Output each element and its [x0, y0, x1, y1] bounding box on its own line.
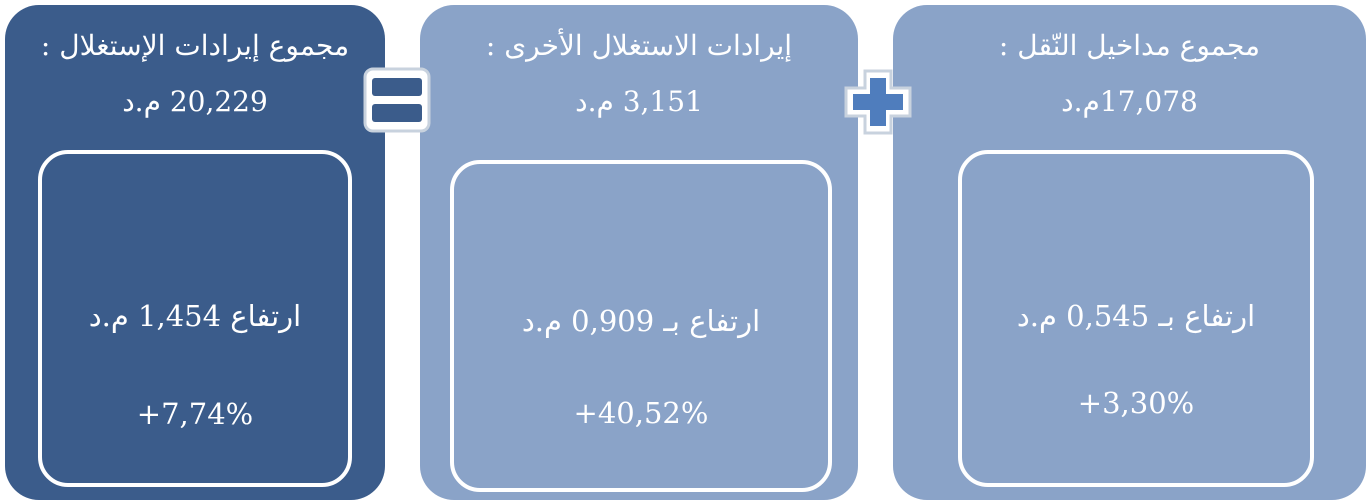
- transport-card: مجموع مداخيل النّقل : 17,078م.د ارتفاع ب…: [893, 5, 1366, 500]
- detail-box: ارتفاع بـ 0,909 م.د +40,52%: [450, 160, 832, 492]
- total-card: مجموع إيرادات الإستغلال : 20,229 م.د ارت…: [5, 5, 385, 500]
- other-revenue-card: إيرادات الاستغلال الأخرى : 3,151 م.د ارت…: [420, 5, 858, 500]
- percent-text: +3,30%: [1077, 386, 1195, 420]
- card-title: مجموع إيرادات الإستغلال :: [40, 29, 350, 62]
- change-text: ارتفاع بـ 0,909 م.د: [521, 304, 761, 338]
- percent-text: +7,74%: [136, 397, 254, 431]
- card-amount: 20,229 م.د: [122, 85, 268, 118]
- card-title: مجموع مداخيل النّقل :: [998, 29, 1261, 62]
- equals-sign: [363, 67, 431, 133]
- change-text: ارتفاع 1,454 م.د: [88, 299, 302, 333]
- detail-box: ارتفاع 1,454 م.د +7,74%: [38, 150, 352, 487]
- plus-sign: [844, 69, 912, 135]
- percent-text: +40,52%: [573, 396, 709, 430]
- detail-box: ارتفاع بـ 0,545 م.د +3,30%: [958, 150, 1314, 487]
- card-amount: 3,151 م.د: [575, 85, 703, 118]
- card-amount: 17,078م.د: [1061, 85, 1198, 118]
- change-text: ارتفاع بـ 0,545 م.د: [1016, 299, 1256, 333]
- card-title: إيرادات الاستغلال الأخرى :: [485, 29, 793, 62]
